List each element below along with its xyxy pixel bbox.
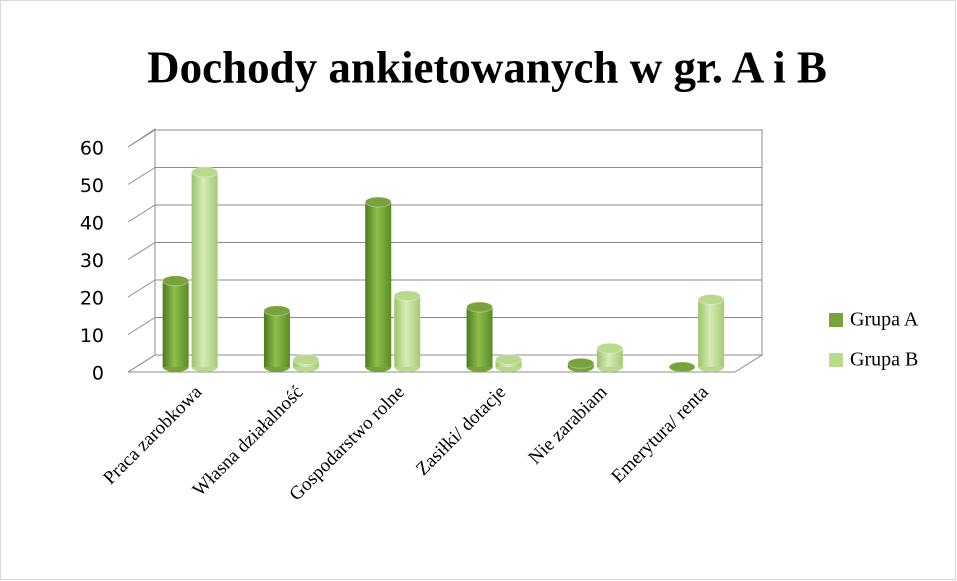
bar-top	[292, 354, 320, 365]
bar-body	[698, 299, 725, 367]
bar	[364, 196, 392, 372]
grid-line-side	[127, 279, 156, 298]
bar-top	[567, 357, 595, 369]
bar	[495, 354, 523, 372]
bar-body	[263, 310, 290, 367]
chart-title: Dochody ankietowanych w gr. A i B	[147, 42, 827, 92]
bar	[596, 342, 624, 372]
bar-top	[668, 361, 696, 373]
bar	[466, 301, 494, 372]
grid-line-side	[127, 204, 156, 223]
bar	[191, 166, 219, 372]
bar-body	[191, 172, 218, 367]
bar	[162, 275, 190, 372]
bar-top	[364, 196, 392, 208]
bar-top	[263, 305, 291, 317]
bar-body	[466, 307, 493, 367]
bar-body	[394, 295, 421, 367]
legend-swatch	[829, 313, 843, 327]
bar-top	[162, 275, 190, 287]
legend-label: Grupa A	[850, 309, 919, 331]
bar-top	[393, 290, 421, 302]
grid-line-side	[127, 167, 156, 185]
bar-body	[162, 280, 189, 367]
grid-line-side	[127, 129, 156, 148]
y-tick-label: 20	[80, 288, 104, 310]
bar-top	[495, 354, 523, 365]
bar-body	[596, 348, 623, 367]
bar	[393, 290, 421, 372]
bar	[567, 357, 595, 372]
bar-top	[466, 301, 494, 313]
bar-top	[191, 166, 219, 178]
grid-line-side	[127, 317, 156, 335]
y-tick-label: 60	[80, 138, 104, 160]
y-tick-label: 40	[80, 213, 104, 235]
legend-label: Grupa B	[850, 349, 918, 371]
y-tick-label: 50	[80, 175, 104, 197]
bar-top	[596, 342, 624, 354]
bar	[263, 305, 291, 372]
y-tick-label: 30	[80, 250, 104, 272]
bar	[668, 361, 696, 373]
bar	[292, 354, 320, 372]
y-tick-label: 0	[92, 363, 104, 385]
bar-body	[365, 202, 392, 367]
y-tick-label: 10	[80, 325, 104, 347]
legend-swatch	[829, 353, 843, 367]
grid-line-side	[127, 242, 156, 260]
bar	[697, 294, 725, 372]
grid-line-side	[127, 354, 156, 373]
bar-top	[697, 294, 725, 305]
